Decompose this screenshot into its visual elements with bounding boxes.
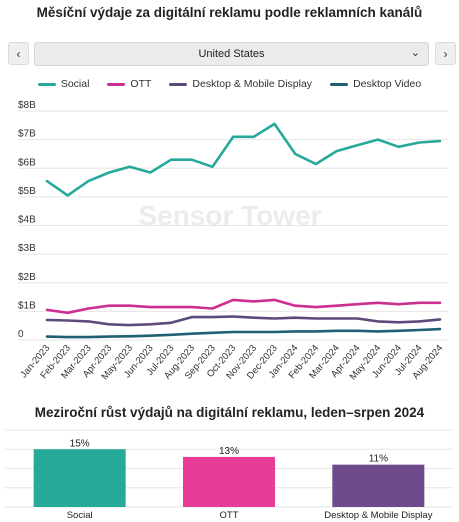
watermark: Sensor Tower (138, 200, 321, 231)
bar-chart: 15% Social 13% OTT 11% Desktop & Mobile Displ… (5, 429, 453, 521)
chevron-right-icon: › (443, 46, 448, 61)
y-tick-label: 0 (18, 329, 24, 340)
y-tick-label: $2B (18, 272, 36, 283)
bar-category-label: Desktop & Mobile Display (324, 510, 432, 521)
legend-swatch (37, 82, 56, 86)
bar-value-label: 11% (369, 454, 388, 465)
bar-social[interactable] (33, 449, 126, 507)
y-tick-label: $7B (18, 129, 36, 140)
country-select[interactable]: United States ⌄ (34, 42, 429, 66)
y-tick-label: $3B (18, 243, 36, 254)
legend-desktop-video[interactable]: Desktop Video (330, 78, 421, 90)
legend-swatch (169, 82, 188, 86)
series-line-ott[interactable] (45, 298, 442, 315)
legend-desktop-and-mobile-display[interactable]: Desktop & Mobile Display (169, 78, 312, 90)
chevron-left-icon: ‹ (16, 46, 21, 61)
bar-value-label: 13% (219, 446, 239, 457)
legend-swatch (330, 82, 349, 86)
line-chart: Sensor Tower 0$1B$2B$3B$4B$5B$6B$7B$8BJa… (18, 100, 448, 382)
legend-swatch (107, 82, 126, 86)
legend-ott[interactable]: OTT (107, 78, 151, 90)
country-select-value: United States (198, 48, 265, 60)
legend-label: OTT (130, 78, 152, 90)
legend-label: Desktop & Mobile Display (192, 78, 313, 90)
line-chart-title: Měsíční výdaje za digitální reklamu podl… (36, 5, 423, 20)
line-chart-legend: Social OTT Desktop & Mobile Display Desktop… (0, 78, 459, 90)
series-line-desktop-and-mobile-display[interactable] (45, 315, 442, 327)
bar-desktop-and-mobile-display[interactable] (332, 464, 425, 507)
y-tick-label: $1B (18, 300, 36, 311)
bar-value-label: 15% (70, 438, 90, 449)
bar-chart-title: Meziroční růst výdajů na digitální rekla… (34, 405, 425, 420)
series-line-social[interactable] (45, 122, 442, 197)
bar-category-label: OTT (220, 510, 239, 521)
chevron-down-icon: ⌄ (410, 47, 420, 59)
legend-label: Social (60, 78, 90, 90)
bar-category-label: Social (67, 510, 93, 521)
bar-ott[interactable] (183, 456, 275, 507)
series-line-desktop-video[interactable] (45, 327, 442, 339)
y-tick-label: $5B (18, 186, 36, 197)
legend-social[interactable]: Social (37, 78, 90, 90)
y-tick-label: $6B (18, 157, 36, 168)
legend-label: Desktop Video (353, 78, 422, 90)
y-tick-label: $4B (18, 215, 36, 226)
y-tick-label: $8B (18, 100, 36, 111)
next-button[interactable]: › (435, 42, 456, 65)
prev-button[interactable]: ‹ (8, 42, 29, 65)
